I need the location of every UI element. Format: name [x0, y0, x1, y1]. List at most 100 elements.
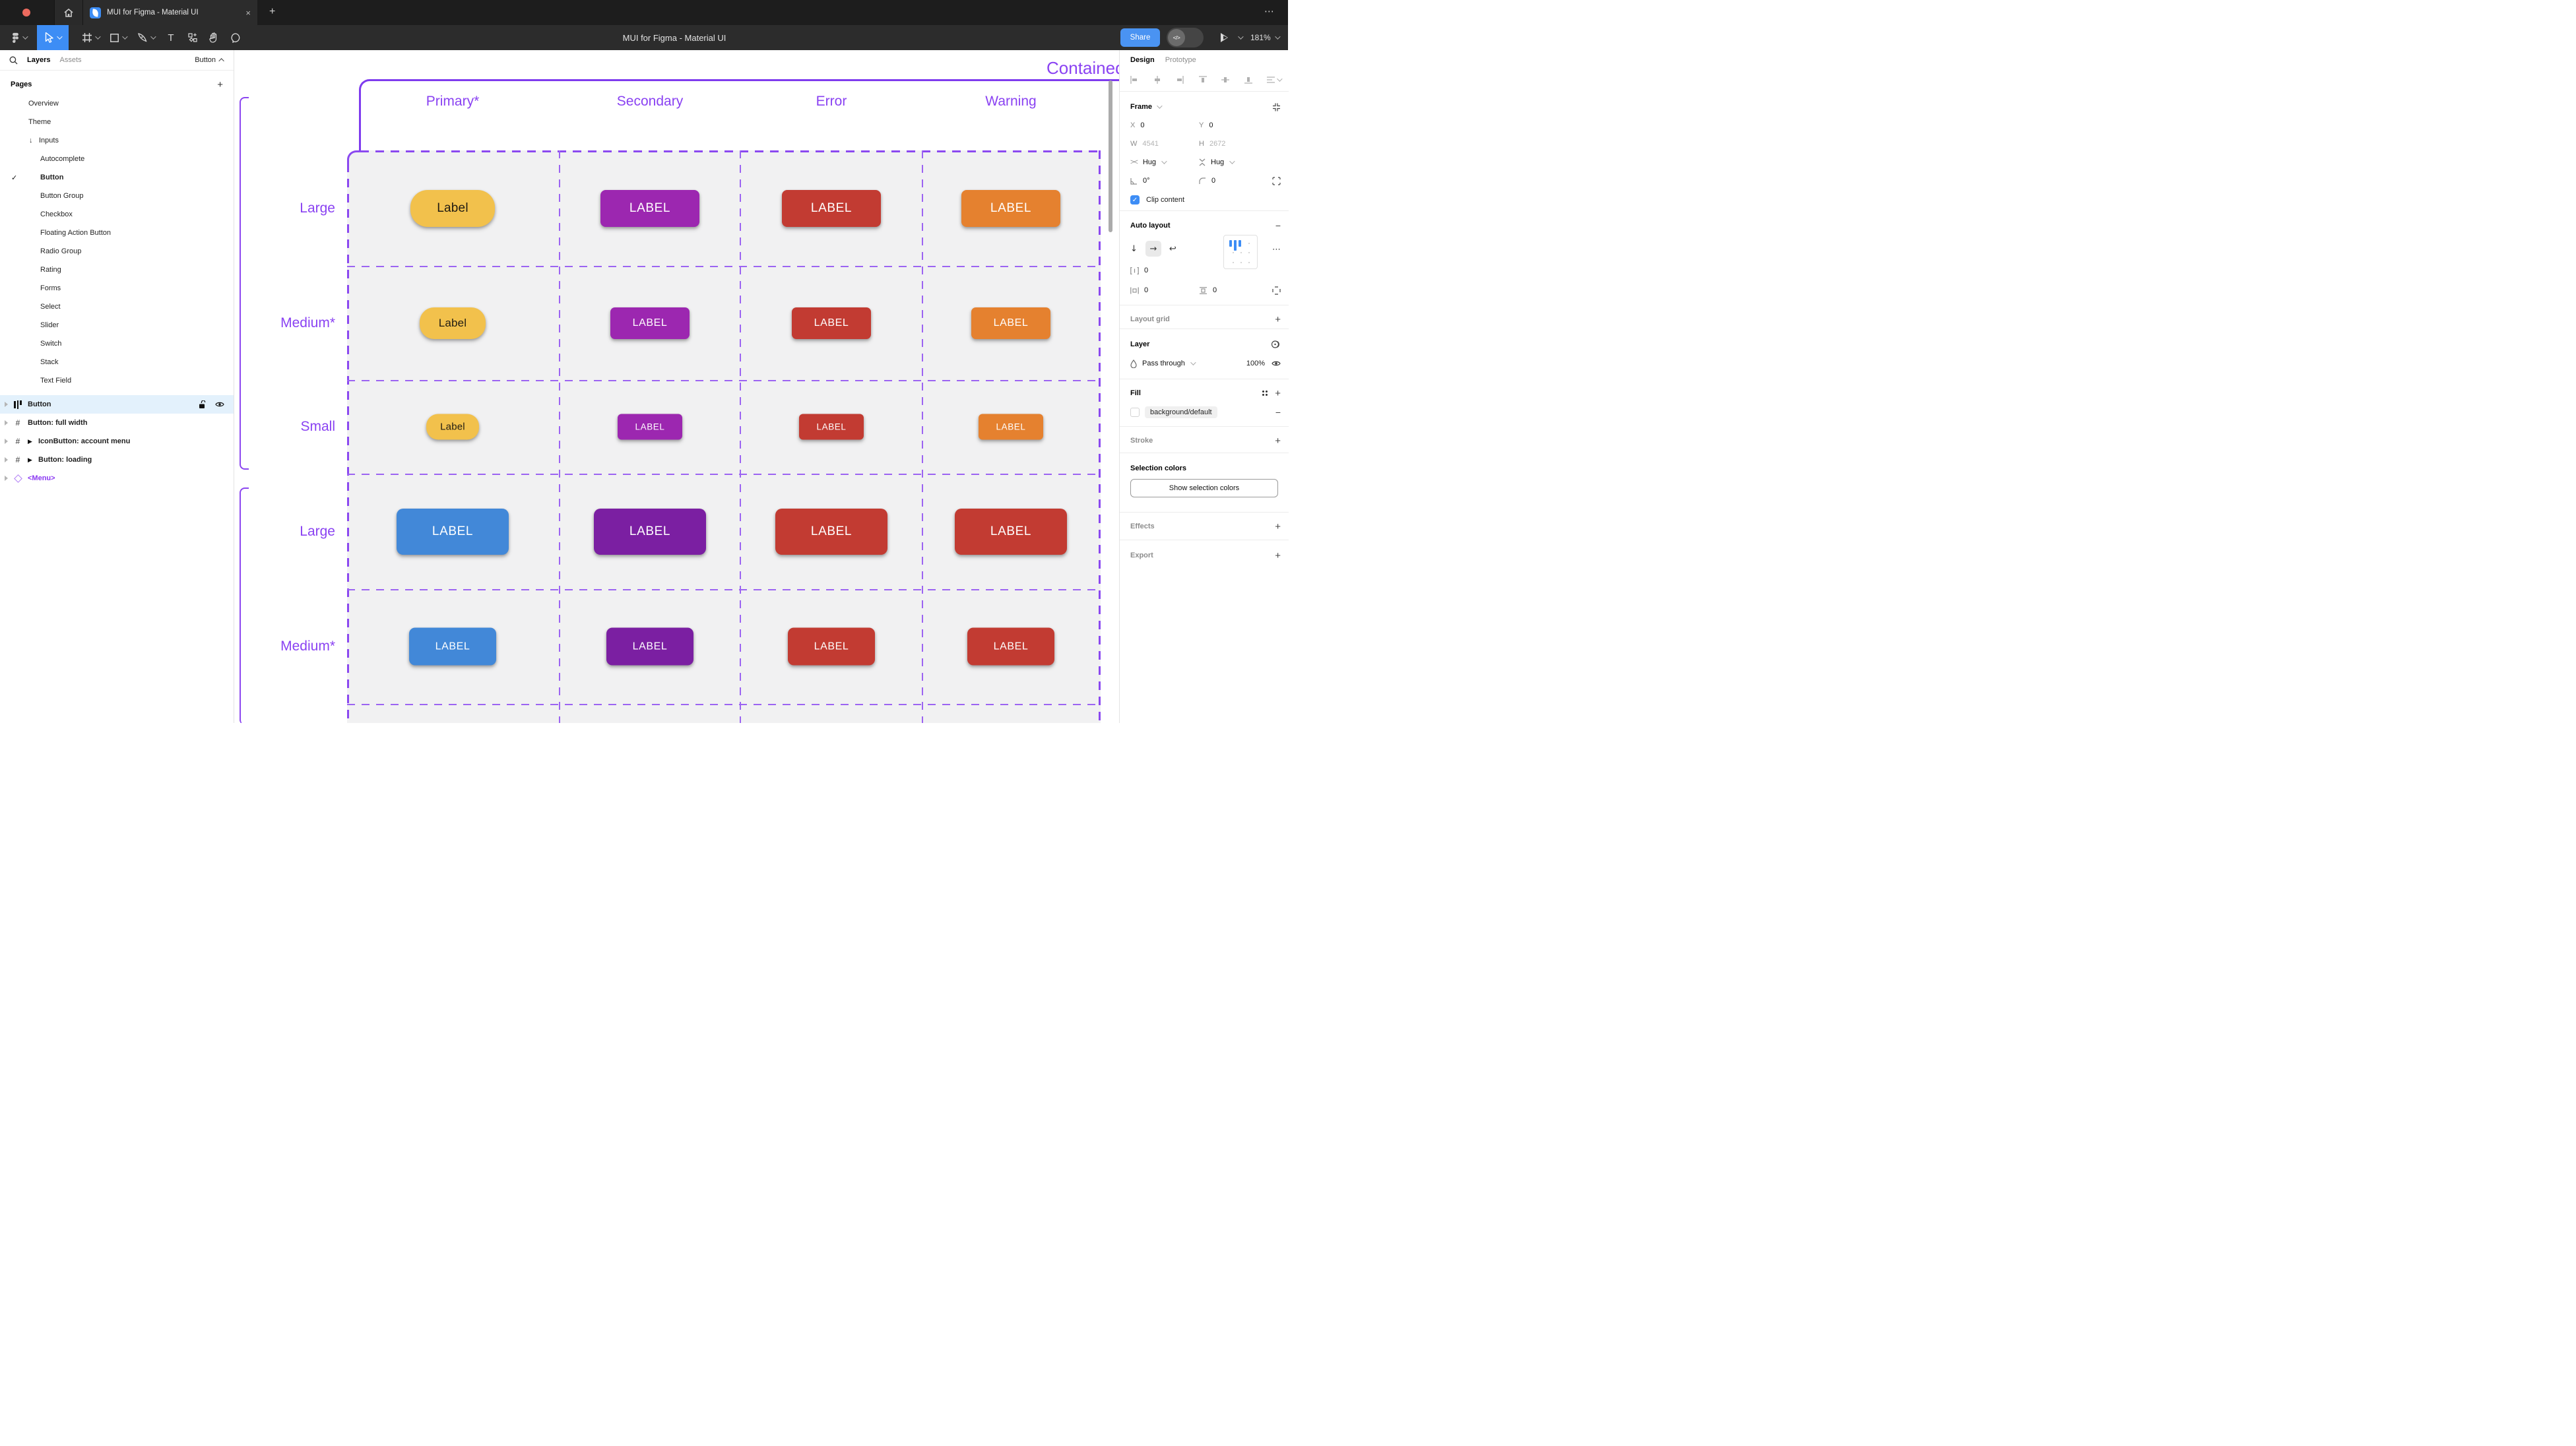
canvas-button[interactable]: LABEL — [610, 307, 690, 339]
align-right-icon[interactable] — [1176, 76, 1184, 84]
direction-horizontal-icon[interactable]: → — [1145, 241, 1161, 257]
canvas-button[interactable]: LABEL — [792, 307, 871, 339]
align-bottom-icon[interactable] — [1244, 76, 1252, 84]
layer-row-menu-instance[interactable]: <Menu> — [0, 469, 234, 487]
canvas-button[interactable]: LABEL — [782, 190, 881, 227]
padding-horizontal-field[interactable]: 0 — [1130, 286, 1199, 294]
frame-title[interactable]: Frame — [1130, 103, 1153, 111]
sidebar-page-radio-group[interactable]: Radio Group — [40, 247, 82, 255]
move-tool-button[interactable] — [37, 25, 69, 50]
sidebar-page-forms[interactable]: Forms — [40, 284, 61, 292]
add-export-button[interactable]: + — [1275, 550, 1281, 561]
hand-tool-button[interactable] — [205, 25, 223, 50]
tab-close-icon[interactable]: × — [245, 7, 251, 18]
sidebar-page-stack[interactable]: Stack — [40, 358, 59, 366]
fill-style-chip[interactable]: background/default — [1145, 406, 1217, 418]
sidebar-page-autocomplete[interactable]: Autocomplete — [40, 155, 85, 163]
shape-tool-button[interactable] — [106, 25, 131, 50]
blend-mode-select[interactable]: Pass through — [1142, 360, 1185, 367]
sidebar-page-overview[interactable]: Overview — [28, 100, 59, 108]
current-page-toggle[interactable]: Button — [195, 56, 224, 64]
canvas-button[interactable]: LABEL — [799, 414, 864, 440]
expand-chevron-icon[interactable] — [5, 439, 8, 444]
sidebar-page-button-group[interactable]: Button Group — [40, 192, 84, 200]
add-effect-button[interactable]: + — [1275, 520, 1281, 532]
sidebar-page-switch[interactable]: Switch — [40, 340, 62, 348]
fill-styles-icon[interactable] — [1262, 390, 1269, 396]
add-page-button[interactable]: + — [217, 79, 223, 90]
dev-mode-toggle[interactable]: </> — [1167, 28, 1204, 47]
align-v-center-icon[interactable] — [1221, 76, 1229, 84]
canvas-button[interactable]: LABEL — [961, 190, 1060, 227]
collapse-panel-icon[interactable] — [1272, 103, 1281, 111]
canvas-button[interactable]: LABEL — [788, 627, 875, 666]
layer-row-button-loading[interactable]: # ▶ Button: loading — [0, 451, 234, 469]
hug-horizontal-select[interactable]: >< Hug — [1130, 158, 1199, 166]
main-menu-button[interactable] — [8, 25, 30, 50]
fill-color-swatch[interactable] — [1130, 408, 1140, 417]
sidebar-page-button[interactable]: ✓ Button — [11, 173, 64, 182]
design-canvas[interactable]: Contained Primary* Secondary Error Warni… — [235, 50, 1119, 723]
add-stroke-button[interactable]: + — [1275, 435, 1281, 447]
add-fill-button[interactable]: + — [1275, 387, 1281, 399]
tab-layers[interactable]: Layers — [27, 56, 51, 64]
sidebar-page-rating[interactable]: Rating — [40, 266, 61, 274]
sidebar-page-text-field[interactable]: Text Field — [40, 377, 72, 385]
comment-tool-button[interactable] — [226, 25, 244, 50]
direction-wrap-icon[interactable]: ↩ — [1169, 243, 1176, 254]
canvas-button[interactable]: LABEL — [955, 509, 1067, 555]
sidebar-page-select[interactable]: Select — [40, 303, 61, 311]
align-top-icon[interactable] — [1198, 76, 1207, 84]
rotation-field[interactable]: 0° — [1130, 177, 1199, 185]
remove-auto-layout-button[interactable]: − — [1275, 220, 1281, 231]
corner-radius-field[interactable]: 0 — [1199, 177, 1268, 185]
expand-chevron-icon[interactable] — [5, 402, 8, 407]
sidebar-page-slider[interactable]: Slider — [40, 321, 59, 329]
expand-chevron-icon[interactable] — [5, 476, 8, 481]
canvas-button[interactable]: Label — [420, 307, 486, 339]
canvas-button[interactable]: LABEL — [775, 509, 887, 555]
height-field[interactable]: H 2672 — [1199, 140, 1226, 148]
align-h-center-icon[interactable] — [1153, 76, 1161, 84]
sidebar-page-inputs[interactable]: ↓ Inputs — [29, 137, 59, 144]
direction-vertical-icon[interactable]: ↓ — [1130, 243, 1138, 254]
search-icon[interactable] — [9, 56, 18, 65]
remove-fill-button[interactable]: − — [1275, 407, 1281, 418]
expand-chevron-icon[interactable] — [5, 420, 8, 425]
canvas-button[interactable]: Label — [426, 414, 479, 440]
gap-field[interactable]: 0 — [1130, 267, 1199, 274]
unlock-icon[interactable] — [199, 400, 206, 409]
share-button[interactable]: Share — [1120, 28, 1160, 47]
layer-opacity-field[interactable]: 100% — [1246, 360, 1265, 367]
text-tool-button[interactable]: T — [162, 25, 179, 50]
layer-row-button-full-width[interactable]: # Button: full width — [0, 414, 234, 432]
independent-corners-icon[interactable] — [1272, 176, 1281, 185]
visibility-eye-icon[interactable] — [215, 401, 224, 408]
layer-visibility-eye-icon[interactable] — [1272, 360, 1281, 367]
resources-tool-button[interactable] — [183, 25, 202, 50]
present-chevron-button[interactable] — [1235, 25, 1244, 50]
pen-tool-button[interactable] — [133, 25, 158, 50]
layer-row-button[interactable]: Button — [0, 395, 234, 414]
traffic-close-button[interactable] — [22, 9, 30, 16]
frame-tool-button[interactable] — [78, 25, 103, 50]
clip-content-row[interactable]: ✓ Clip content — [1120, 191, 1289, 208]
width-field[interactable]: W 4541 — [1130, 140, 1159, 148]
new-tab-button[interactable]: + — [269, 6, 276, 17]
padding-vertical-field[interactable]: 0 — [1199, 286, 1268, 294]
canvas-scrollbar[interactable] — [1109, 80, 1112, 232]
canvas-button[interactable]: LABEL — [618, 414, 682, 440]
document-tab[interactable]: MUI for Figma - Material UI × — [83, 0, 257, 25]
expand-chevron-icon[interactable] — [5, 457, 8, 462]
independent-padding-icon[interactable] — [1272, 286, 1281, 295]
tab-assets[interactable]: Assets — [59, 56, 82, 64]
canvas-button[interactable]: LABEL — [606, 627, 693, 666]
canvas-button[interactable]: LABEL — [971, 307, 1050, 339]
canvas-button[interactable]: LABEL — [409, 627, 496, 666]
sidebar-page-checkbox[interactable]: Checkbox — [40, 210, 73, 218]
canvas-button[interactable]: LABEL — [397, 509, 509, 555]
canvas-button[interactable]: LABEL — [594, 509, 706, 555]
auto-layout-more-icon[interactable]: ⋯ — [1272, 244, 1281, 254]
